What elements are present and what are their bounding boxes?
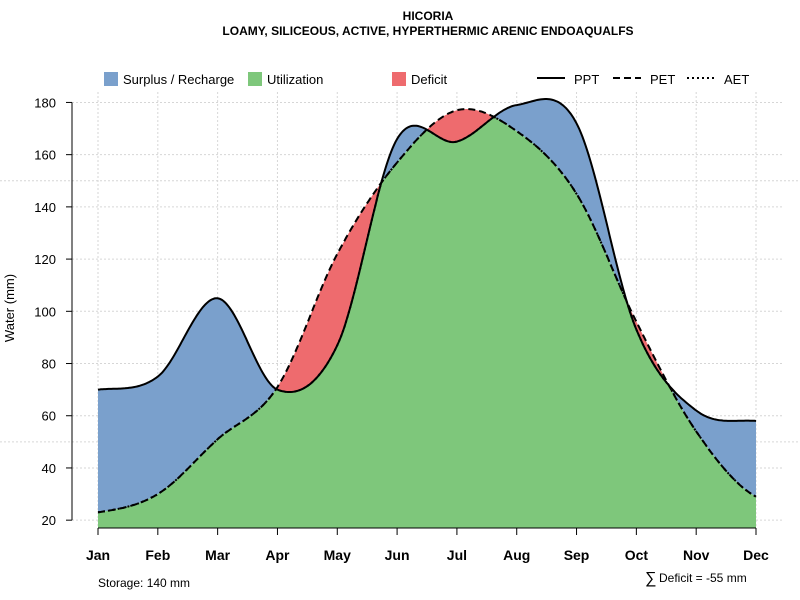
- y-tick-label: 40: [42, 461, 56, 476]
- legend-label-ppt: PPT: [574, 72, 599, 87]
- x-tick-label: Oct: [625, 547, 649, 563]
- y-tick-label: 160: [34, 148, 56, 163]
- area-fills: [98, 99, 756, 528]
- surplus-area: [98, 99, 756, 513]
- legend: Surplus / Recharge Utilization Deficit P…: [104, 72, 749, 87]
- y-tick-label: 60: [42, 409, 56, 424]
- legend-label-pet: PET: [650, 72, 675, 87]
- y-tick-label: 80: [42, 357, 56, 372]
- y-tick-label: 120: [34, 252, 56, 267]
- x-tick-label: Sep: [564, 547, 590, 563]
- legend-swatch-utilization: [248, 72, 262, 86]
- x-tick-label: Jun: [385, 547, 410, 563]
- legend-label-aet: AET: [724, 72, 749, 87]
- utilization-area: [98, 117, 756, 528]
- chart-subtitle: LOAMY, SILICEOUS, ACTIVE, HYPERTHERMIC A…: [222, 24, 633, 38]
- y-tick-label: 100: [34, 304, 56, 319]
- legend-label-surplus: Surplus / Recharge: [123, 72, 234, 87]
- ppt-line: [97, 98, 757, 422]
- axes: 20 40 60 80 100 120 140 160 180 Jan Feb Mar Apr May Ju…: [2, 95, 769, 563]
- y-tick-label: 20: [42, 513, 56, 528]
- legend-label-deficit: Deficit: [411, 72, 448, 87]
- x-tick-label: Apr: [265, 547, 290, 563]
- y-tick-label: 180: [34, 95, 56, 110]
- chart-title: HICORIA: [403, 9, 454, 23]
- storage-note: Storage: 140 mm: [98, 576, 190, 590]
- x-tick-label: Aug: [503, 547, 530, 563]
- y-tick-label: 140: [34, 200, 56, 215]
- y-axis-label: Water (mm): [2, 274, 17, 342]
- x-tick-label: Jan: [86, 547, 110, 563]
- x-tick-label: Jul: [447, 547, 467, 563]
- sum-symbol: ∑: [645, 570, 656, 587]
- x-tick-label: Mar: [205, 547, 230, 563]
- aet-line: [97, 116, 757, 514]
- legend-swatch-deficit: [392, 72, 406, 86]
- x-tick-label: Nov: [683, 547, 710, 563]
- legend-label-utilization: Utilization: [267, 72, 323, 87]
- legend-swatch-surplus: [104, 72, 118, 86]
- x-tick-label: Dec: [743, 547, 769, 563]
- series-lines: [97, 98, 757, 514]
- x-tick-label: Feb: [145, 547, 170, 563]
- x-tick-label: May: [324, 547, 351, 563]
- deficit-note: Deficit = -55 mm: [659, 571, 747, 585]
